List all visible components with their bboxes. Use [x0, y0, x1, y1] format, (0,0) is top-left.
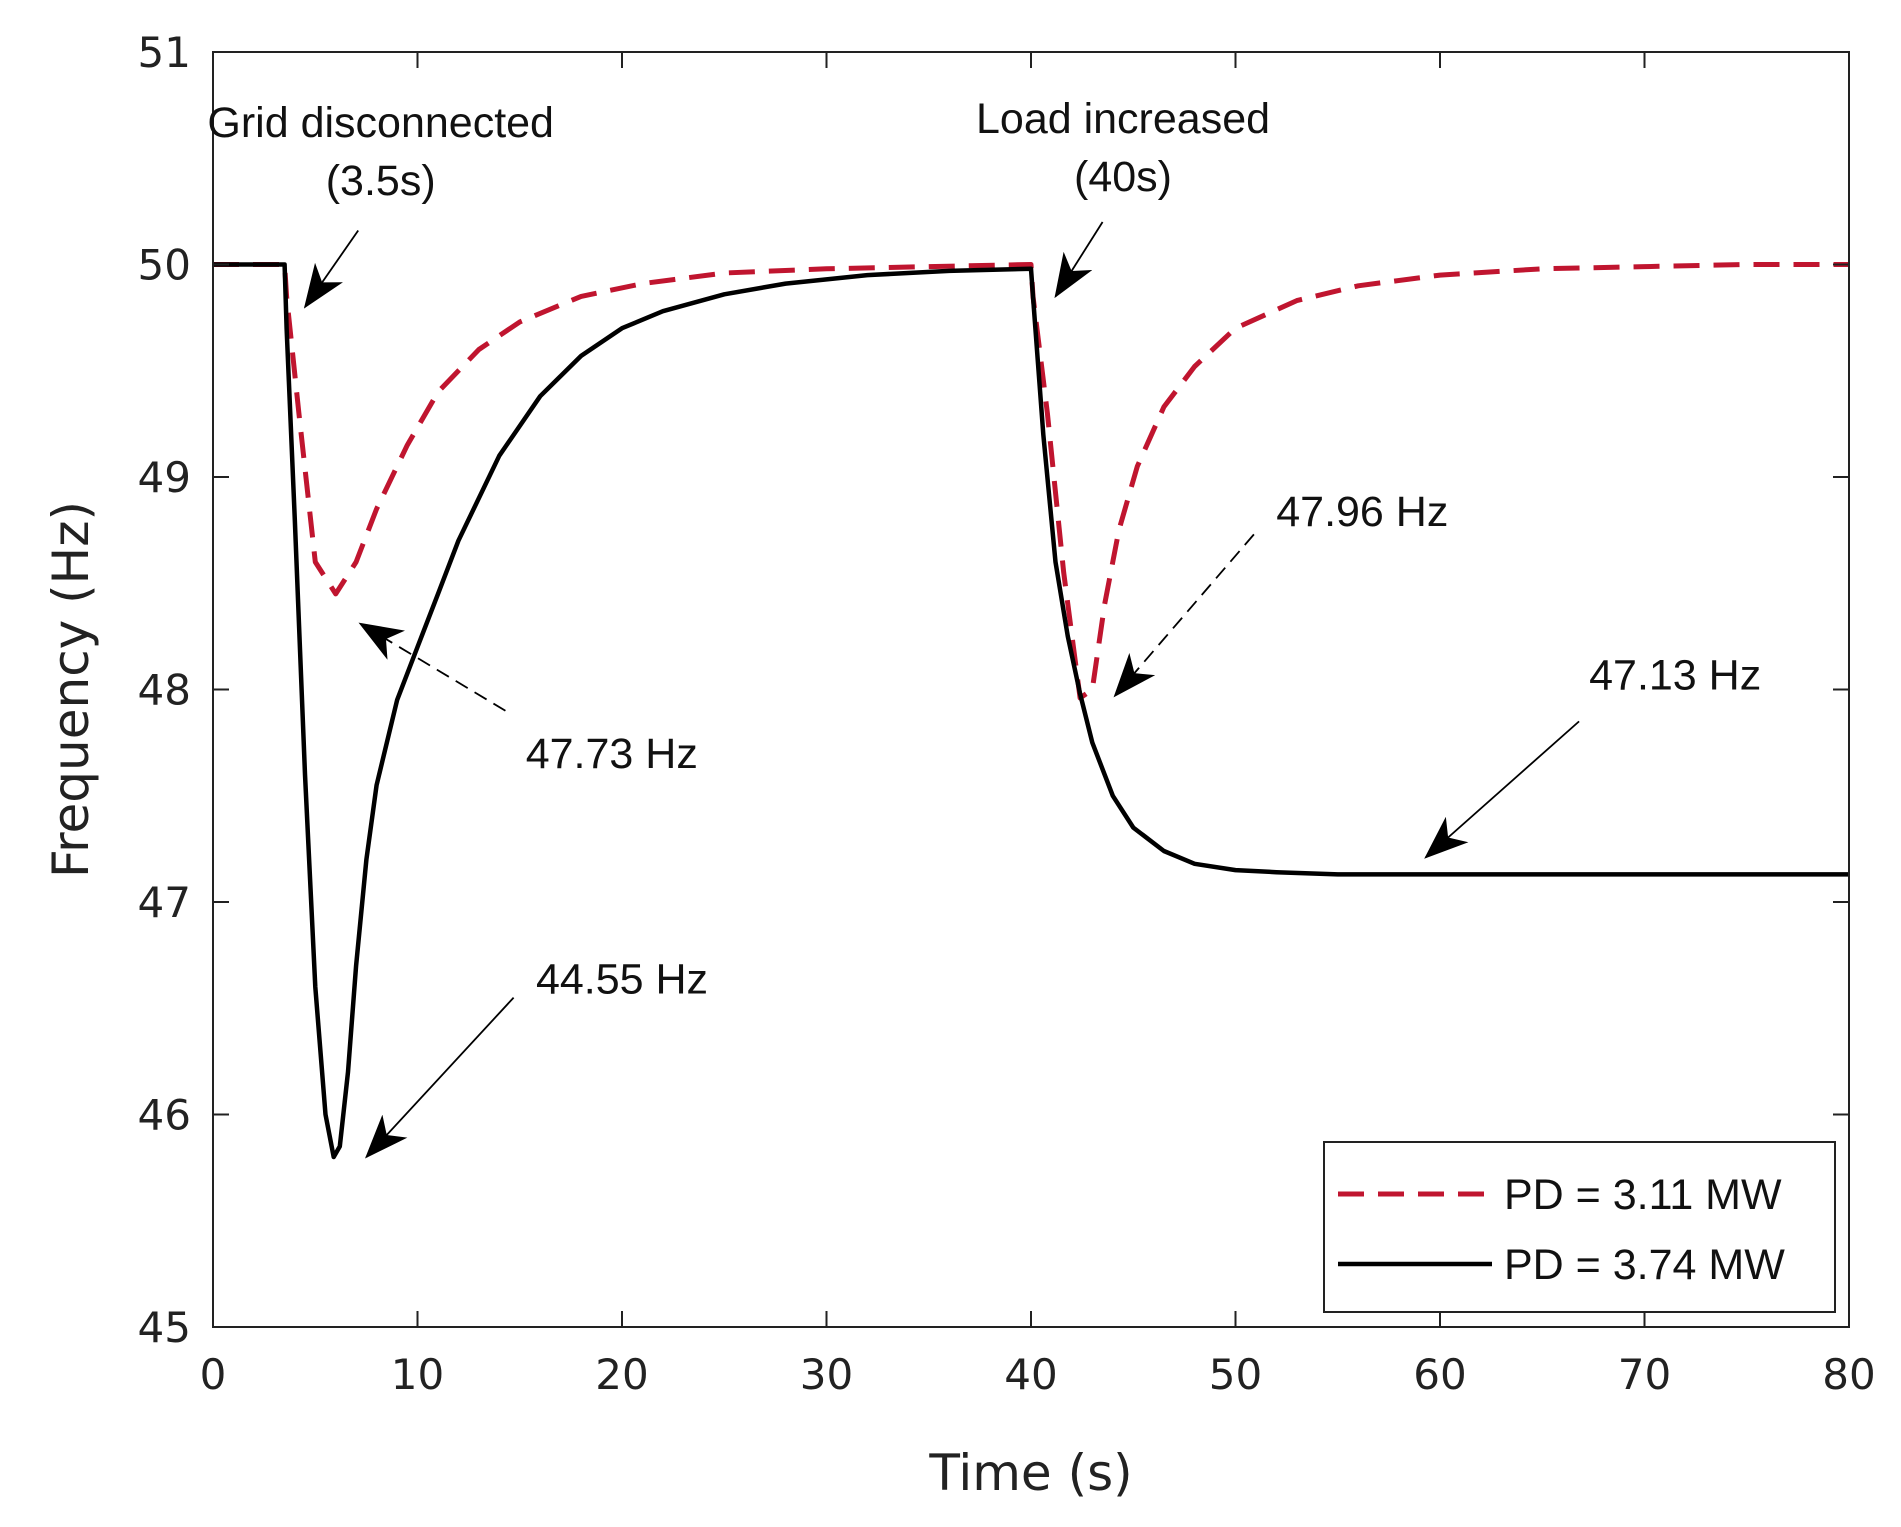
annotation-label-5: 47.13 Hz	[1589, 652, 1761, 700]
annotation-line: 47.73 Hz	[526, 730, 698, 778]
axes-layer: 0 10 20 30 40 50 60 70 80 45 46 47 48 49 50 51 Time (s) F…	[42, 28, 1876, 1502]
annotation-line: Load increased	[976, 95, 1270, 143]
x-tick-label: 40	[1004, 1350, 1057, 1399]
y-tick-label: 50	[138, 241, 191, 290]
y-tick-label: 48	[138, 666, 191, 715]
x-tick-label: 10	[391, 1350, 444, 1399]
x-tick-label: 50	[1209, 1350, 1262, 1399]
x-tick-label: 80	[1822, 1350, 1875, 1399]
annotation-arrow-3	[358, 622, 506, 712]
y-tick-label: 45	[138, 1303, 191, 1352]
series-line-2	[213, 262, 1849, 1160]
annotation-arrow-4	[1113, 533, 1255, 698]
annotation-layer: Grid disconnected (3.5s) Load increased (40…	[207, 95, 1761, 1159]
y-tick-label: 51	[138, 28, 191, 77]
series-layer	[213, 262, 1849, 1160]
annotation-label-6: 44.55 Hz	[536, 955, 708, 1003]
legend-label-2: PD = 3.74 MW	[1504, 1241, 1785, 1289]
y-tick-label: 49	[138, 453, 191, 502]
annotation-line: (3.5s)	[326, 157, 436, 205]
annotation-line: 44.55 Hz	[536, 955, 708, 1003]
annotation-arrow-2	[1054, 221, 1104, 299]
annotation-arrow-1	[303, 229, 359, 309]
annotation-label-4: 47.96 Hz	[1276, 488, 1448, 536]
x-tick-label: 30	[800, 1350, 853, 1399]
x-tick-label: 0	[200, 1350, 227, 1399]
annotation-line: 47.13 Hz	[1589, 652, 1761, 700]
legend: PD = 3.11 MW PD = 3.74 MW	[1323, 1141, 1836, 1313]
series-line-1	[213, 262, 1849, 701]
x-axis-title: Time (s)	[928, 1444, 1132, 1502]
annotation-line: (40s)	[1074, 153, 1172, 201]
legend-box	[1323, 1141, 1836, 1313]
annotation-line: Grid disconnected	[207, 99, 554, 147]
y-axis-title: Frequency (Hz)	[42, 501, 100, 878]
x-tick-label: 60	[1413, 1350, 1466, 1399]
x-tick-label: 20	[595, 1350, 648, 1399]
annotation-label-2: Load increased (40s)	[976, 95, 1270, 201]
annotation-label-3: 47.73 Hz	[526, 730, 698, 778]
annotation-label-1: Grid disconnected (3.5s)	[207, 99, 554, 205]
annotation-arrow-5	[1424, 720, 1580, 859]
y-tick-label: 46	[138, 1091, 191, 1140]
annotation-arrow-6	[365, 997, 515, 1159]
x-tick-label: 70	[1618, 1350, 1671, 1399]
annotation-line: 47.96 Hz	[1276, 488, 1448, 536]
legend-label-1: PD = 3.11 MW	[1504, 1171, 1782, 1219]
y-tick-label: 47	[138, 878, 191, 927]
